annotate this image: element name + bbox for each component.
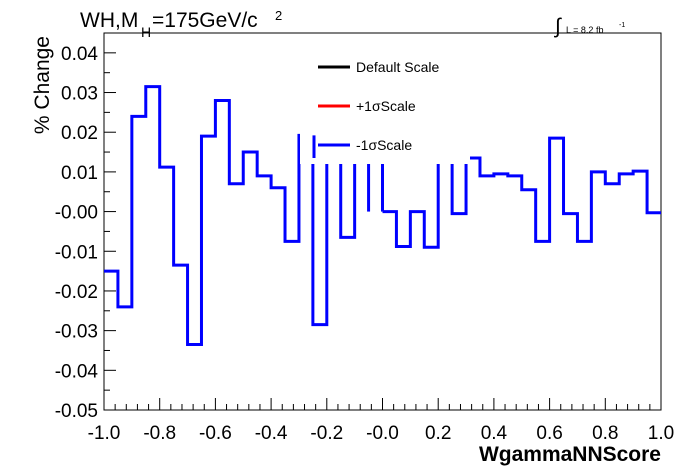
x-axis-title: WgammaNNScore: [479, 443, 661, 466]
x-tick-label: 1.0: [648, 423, 674, 444]
lumi-label: L = 8.2 fb: [566, 25, 603, 35]
title-superscript: 2: [275, 8, 282, 23]
lumi-superscript: -1: [619, 22, 625, 29]
y-tick-label: 0.01: [61, 163, 98, 184]
legend-label: +1σScale: [356, 98, 416, 114]
title-rest: =175GeV/c: [152, 9, 258, 32]
title-subscript: H: [141, 24, 151, 40]
y-axis-title: % Change: [31, 36, 54, 134]
title-main: WH,M: [80, 9, 138, 32]
x-tick-label: -0.0: [366, 423, 399, 444]
y-tick-label: 0.04: [61, 44, 98, 65]
integral-sign: ∫: [554, 15, 562, 38]
x-tick-label: -0.2: [310, 423, 343, 444]
x-tick-label: 0.6: [536, 423, 562, 444]
x-tick-label: -0.4: [255, 423, 288, 444]
x-tick-label: 0.8: [592, 423, 618, 444]
series-minus-sigma-line: [382, 136, 661, 249]
x-tick-label: -0.8: [143, 423, 176, 444]
x-tick-label: -0.6: [199, 423, 232, 444]
legend-label: Default Scale: [356, 59, 439, 75]
y-tick-label: -0.04: [55, 361, 99, 382]
x-tick-label: 0.2: [425, 423, 451, 444]
y-tick-label: -0.03: [55, 322, 98, 343]
y-tick-label: -0.05: [55, 401, 98, 422]
x-tick-label: -1.0: [88, 423, 121, 444]
y-tick-label: -0.01: [55, 242, 98, 263]
y-tick-label: -0.00: [55, 203, 98, 224]
y-tick-label: 0.03: [61, 84, 98, 105]
y-tick-label: 0.02: [61, 123, 98, 144]
legend-label: -1σScale: [356, 137, 412, 153]
y-tick-label: -0.02: [55, 282, 98, 303]
series-minus-sigma-line: [104, 85, 369, 347]
x-tick-label: 0.4: [481, 423, 508, 444]
